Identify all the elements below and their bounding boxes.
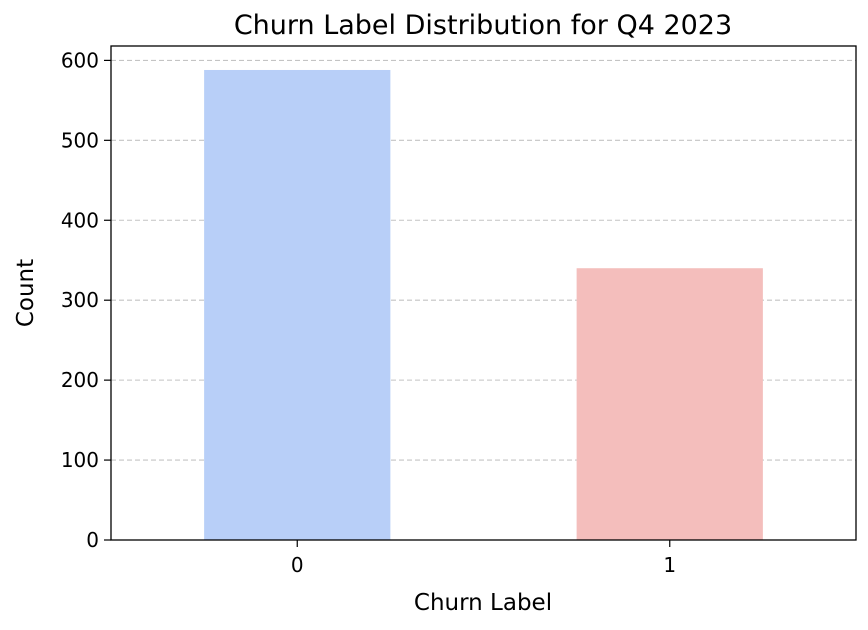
x-tick-label-0: 0 (291, 553, 304, 577)
y-tick-label-600: 600 (61, 48, 99, 72)
chart-title: Churn Label Distribution for Q4 2023 (234, 10, 732, 41)
y-axis-label: Count (13, 259, 39, 327)
y-tick-label-0: 0 (86, 528, 99, 552)
bar-1 (576, 268, 763, 540)
y-tick-label-200: 200 (61, 368, 99, 392)
y-tick-label-300: 300 (61, 288, 99, 312)
x-tick-label-1: 1 (663, 553, 676, 577)
x-axis-label: Churn Label (414, 590, 552, 616)
bar-0 (204, 69, 391, 540)
y-tick-label-100: 100 (61, 448, 99, 472)
plot-frame (110, 45, 857, 541)
y-axis-ticks: 0 100 200 300 400 500 600 (61, 48, 111, 552)
bars (204, 69, 763, 540)
y-tick-label-500: 500 (61, 128, 99, 152)
y-tick-label-400: 400 (61, 208, 99, 232)
